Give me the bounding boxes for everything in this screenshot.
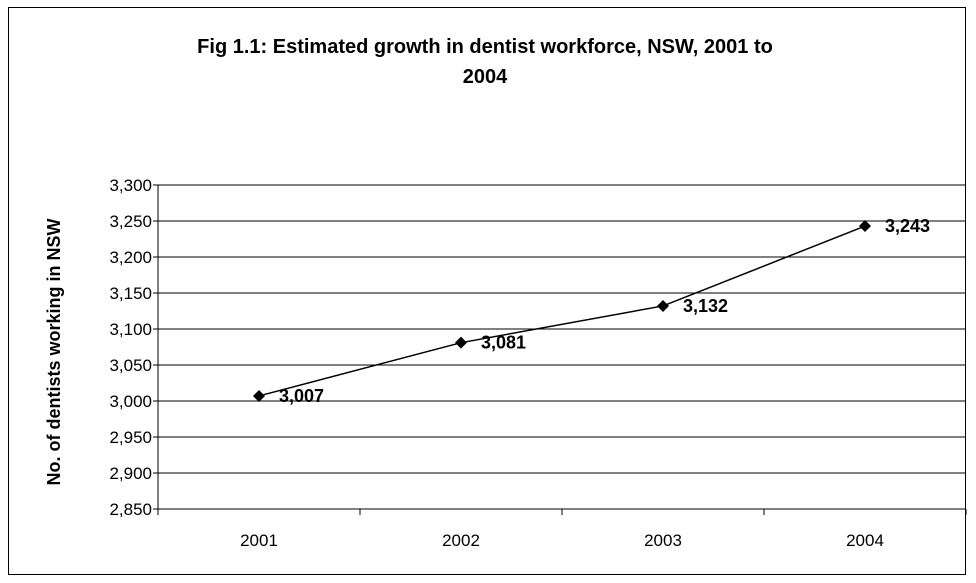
series-line xyxy=(258,225,866,397)
data-point-marker xyxy=(455,336,467,349)
y-tick-label: 2,900 xyxy=(109,464,152,483)
data-point-marker xyxy=(253,389,265,402)
chart-title-line-1: Fig 1.1: Estimated growth in dentist wor… xyxy=(197,36,773,58)
chart-title-line-2: 2004 xyxy=(462,66,508,88)
y-tick-label: 3,300 xyxy=(109,176,152,195)
data-label: 3,132 xyxy=(683,296,728,316)
data-label: 3,081 xyxy=(481,333,526,353)
y-tick-label: 3,150 xyxy=(109,284,152,303)
data-label: 3,243 xyxy=(885,216,930,236)
y-tick-label: 2,950 xyxy=(109,428,152,447)
data-point-marker xyxy=(657,299,669,312)
x-tick-label: 2003 xyxy=(644,531,682,550)
chart-title: Fig 1.1: Estimated growth in dentist wor… xyxy=(40,32,930,92)
y-axis-title: No. of dentists working in NSW xyxy=(44,218,64,485)
data-label: 3,007 xyxy=(279,386,324,406)
y-tick-label: 3,250 xyxy=(109,212,152,231)
gridlines xyxy=(158,184,966,474)
x-tick-label: 2002 xyxy=(442,531,480,550)
x-tick-label: 2004 xyxy=(846,531,884,550)
y-tick-label: 3,200 xyxy=(109,248,152,267)
y-tick-label: 3,100 xyxy=(109,320,152,339)
y-tick-label: 3,000 xyxy=(109,392,152,411)
y-tick-label: 2,850 xyxy=(109,500,152,519)
data-point-marker xyxy=(859,220,871,233)
y-tick-label: 3,050 xyxy=(109,356,152,375)
chart-frame xyxy=(8,7,966,575)
series-layer: 3,007 3,081 3,132 3,243 xyxy=(253,216,930,406)
axes: 2,850 2,900 2,950 3,000 3,050 3,100 3,150 3,200… xyxy=(109,176,967,550)
x-tick-label: 2001 xyxy=(240,531,278,550)
